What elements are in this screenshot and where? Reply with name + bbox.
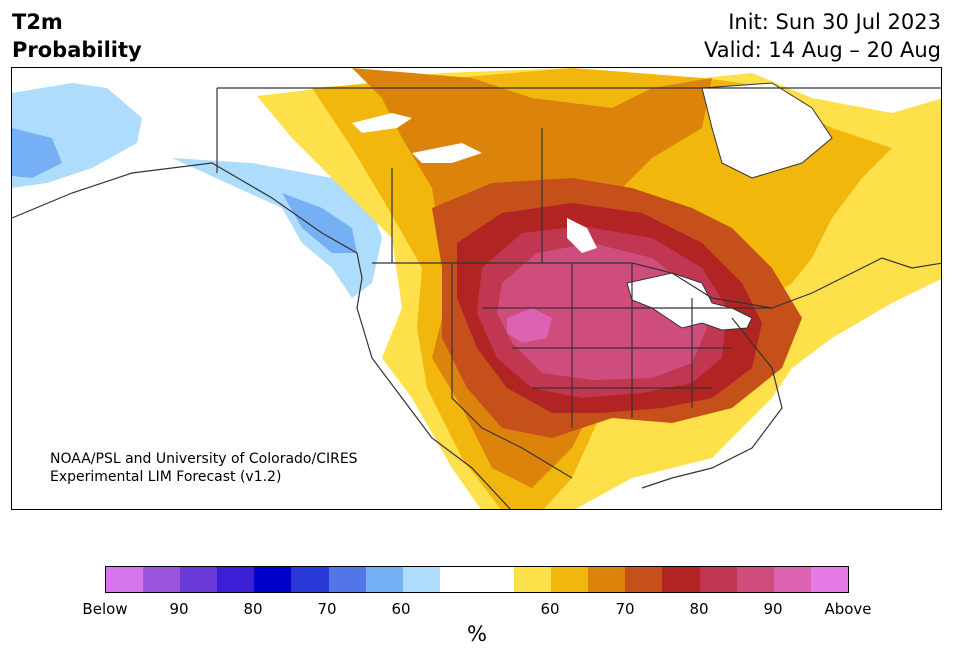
colorbar-tick-label: 70 (615, 600, 635, 618)
colorbar-cell (328, 567, 366, 592)
great-lakes (626, 272, 753, 331)
lake-winnipeg (567, 218, 597, 253)
colorbar-cell (736, 567, 774, 592)
colorbar-tick-label: Above (824, 600, 872, 618)
colorbar (105, 566, 849, 593)
hudson-bay (701, 82, 833, 179)
colorbar-tick-label: 70 (317, 600, 337, 618)
colorbar-cell (810, 567, 848, 592)
colorbar-cell (625, 567, 663, 592)
borders (12, 87, 941, 509)
colorbar-cell (365, 567, 403, 592)
colorbar-tick-label: 60 (540, 600, 560, 618)
valid-range: Valid: 14 Aug – 20 Aug (703, 38, 941, 62)
map-canvas (12, 68, 941, 509)
colorbar-cell (180, 567, 218, 592)
title-line-2: Probability (12, 38, 142, 62)
credit-line-2: Experimental LIM Forecast (v1.2) (50, 469, 282, 485)
colorbar-cell (143, 567, 181, 592)
colorbar-tick-label: 80 (243, 600, 263, 618)
colorbar-cell (291, 567, 329, 592)
forecast-dates: Init: Sun 30 Jul 2023 Valid: 14 Aug – 20… (704, 8, 941, 64)
credit-line-1: NOAA/PSL and University of Colorado/CIRE… (50, 451, 358, 467)
colorbar-cell (106, 567, 144, 592)
colorbar-cell (699, 567, 737, 592)
colorbar-cell (439, 567, 477, 592)
colorbar-cell (773, 567, 811, 592)
colorbar-cell (588, 567, 626, 592)
colorbar-label: % (467, 622, 487, 646)
probability-map: NOAA/PSL and University of Colorado/CIRE… (11, 67, 942, 510)
colorbar-cell (254, 567, 292, 592)
colorbar-tick-label: 90 (169, 600, 189, 618)
colorbar-tick-label: Below (82, 600, 128, 618)
colorbar-cell (514, 567, 552, 592)
great-slave-lake (412, 143, 482, 163)
colorbar-cell (402, 567, 440, 592)
title-line-1: T2m (12, 10, 63, 34)
colorbar-tick-label: 60 (391, 600, 411, 618)
below-normal-pacific-nw (172, 158, 382, 298)
colorbar-cell (476, 567, 515, 592)
colorbar-cell (217, 567, 255, 592)
below-normal-bc-core (282, 193, 357, 253)
colorbar-cell (662, 567, 700, 592)
above-normal-90 (507, 308, 552, 343)
great-bear-lake (352, 113, 412, 133)
below-normal-alaska-core (12, 128, 62, 178)
colorbar-tick-label: 90 (763, 600, 783, 618)
credit-text: NOAA/PSL and University of Colorado/CIRE… (50, 450, 358, 486)
colorbar-cell (551, 567, 589, 592)
init-date: Init: Sun 30 Jul 2023 (728, 10, 941, 34)
map-title: T2m Probability (12, 8, 142, 64)
colorbar-tick-label: 80 (689, 600, 709, 618)
